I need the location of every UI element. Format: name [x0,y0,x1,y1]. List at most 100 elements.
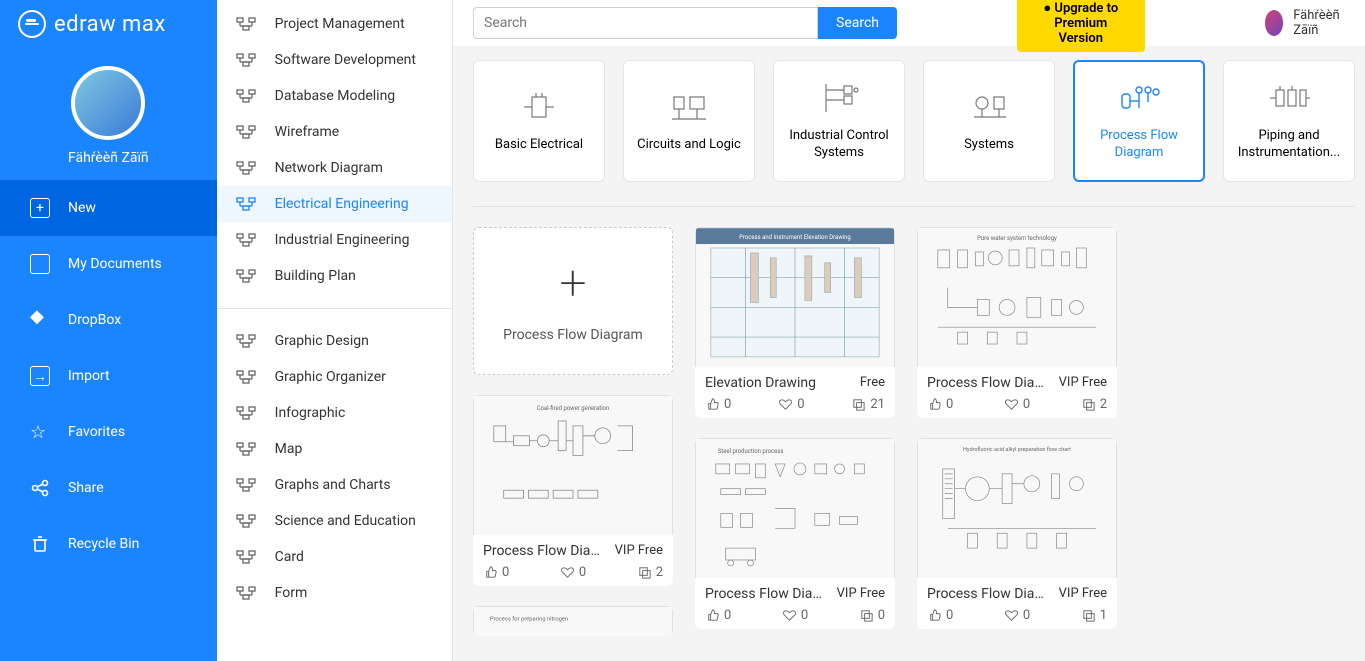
nav-dropbox[interactable]: DropBox [0,292,217,348]
subcategory-card[interactable]: Systems [923,60,1055,182]
category-label: Graphs and Charts [275,477,391,493]
subcategory-card[interactable]: Circuits and Logic [623,60,755,182]
category-item[interactable]: Graphic Organizer [217,359,452,395]
template-thumbnail: Hydrofluoric acid alkyl preparation flow… [917,438,1117,578]
like-stat[interactable]: 0 [705,397,731,412]
nav-my-documents[interactable]: My Documents [0,236,217,292]
copy-stat[interactable]: 2 [1081,397,1107,412]
subcategory-icon [814,80,864,116]
category-icon [235,404,257,422]
nav-import[interactable]: → Import [0,348,217,404]
template-card[interactable]: Process and Instrument Elevation Drawing… [695,227,895,418]
avatar[interactable] [71,66,145,140]
copy-stat[interactable]: 2 [637,565,663,580]
copy-stat[interactable]: 21 [851,397,885,412]
category-item[interactable]: Form [217,575,452,611]
template-thumbnail: Steel production process [695,438,895,578]
category-item[interactable]: Science and Education [217,503,452,539]
template-thumbnail: Coal-fired power generation [473,395,673,535]
category-item[interactable]: Electrical Engineering [217,186,452,222]
subcategory-card[interactable]: Industrial Control Systems [773,60,905,182]
category-item[interactable]: Software Development [217,42,452,78]
subcategory-icon [964,89,1014,125]
category-item[interactable]: Map [217,431,452,467]
template-title: Elevation Drawing [705,375,816,391]
template-card[interactable]: Process for preparing nitrogen [473,606,673,636]
category-item[interactable]: Wireframe [217,114,452,150]
subcategory-card[interactable]: Process Flow Diagram [1073,60,1205,182]
nav-label: Share [68,480,104,496]
template-meta: Process Flow Diag... VIP Free 0 0 2 [917,367,1117,418]
search-input[interactable] [473,7,818,39]
dropbox-icon [30,310,50,330]
topbar: Search ● Upgrade to Premium Version Fähŕ… [453,0,1365,46]
template-price: VIP Free [1059,586,1107,602]
nav-share[interactable]: Share [0,460,217,516]
nav-label: DropBox [68,312,121,328]
user-chip[interactable]: Fähŕèèñ Zāïñ [1265,8,1347,38]
search-button[interactable]: Search [818,7,897,39]
content-scroll[interactable]: Basic ElectricalCircuits and Logic Indust… [453,46,1365,661]
category-item[interactable]: Industrial Engineering [217,222,452,258]
category-label: Infographic [275,405,346,421]
category-label: Card [275,549,304,565]
category-item[interactable]: Card [217,539,452,575]
category-label: Network Diagram [275,160,383,176]
copy-stat[interactable]: 1 [1081,608,1107,623]
main-area: Search ● Upgrade to Premium Version Fähŕ… [453,0,1365,661]
category-item[interactable]: Project Management [217,6,452,42]
template-meta: Process Flow Diag... VIP Free 0 0 1 [917,578,1117,629]
like-stat[interactable]: 0 [927,397,953,412]
new-blank-template[interactable]: + Process Flow Diagram [473,227,673,375]
subcategory-icon [664,89,714,125]
category-divider [217,308,452,309]
heart-stat[interactable]: 0 [1004,608,1030,623]
nav-favorites[interactable]: ☆ Favorites [0,404,217,460]
category-icon [235,440,257,458]
nav-label: Recycle Bin [68,536,139,552]
subcategory-card[interactable]: Piping and Instrumentation... [1223,60,1355,182]
primary-sidebar: edraw max Fähŕèèñ Zāïñ + New My Document… [0,0,217,661]
profile-block: Fähŕèèñ Zāïñ [0,48,217,180]
share-icon [30,478,50,498]
star-icon: ☆ [30,422,50,442]
nav-new[interactable]: + New [0,180,217,236]
upgrade-button[interactable]: ● Upgrade to Premium Version [1017,0,1145,52]
category-item[interactable]: Network Diagram [217,150,452,186]
category-label: Map [275,441,303,457]
heart-stat[interactable]: 0 [1004,397,1030,412]
copy-stat[interactable]: 0 [859,608,885,623]
category-icon [235,87,257,105]
template-card[interactable]: Hydrofluoric acid alkyl preparation flow… [917,438,1117,629]
template-card[interactable]: Steel production process Process Flow Di… [695,438,895,629]
nav-recycle-bin[interactable]: Recycle Bin [0,516,217,572]
category-item[interactable]: Infographic [217,395,452,431]
category-icon [235,548,257,566]
category-item[interactable]: Database Modeling [217,78,452,114]
subcategory-card[interactable]: Basic Electrical [473,60,605,182]
category-icon [235,512,257,530]
like-stat[interactable]: 0 [927,608,953,623]
heart-stat[interactable]: 0 [560,565,586,580]
category-item[interactable]: Graphs and Charts [217,467,452,503]
category-item[interactable]: Building Plan [217,258,452,294]
heart-stat[interactable]: 0 [782,608,808,623]
like-stat[interactable]: 0 [483,565,509,580]
svg-text:Process for preparing nitrogen: Process for preparing nitrogen [490,616,568,623]
category-item[interactable]: Graphic Design [217,323,452,359]
template-title: Process Flow Diag... [927,586,1047,602]
subcategory-label: Industrial Control Systems [782,128,896,162]
category-icon [235,584,257,602]
like-stat[interactable]: 0 [705,608,731,623]
template-price: VIP Free [1059,375,1107,391]
heart-stat[interactable]: 0 [778,397,804,412]
template-card[interactable]: Pure water system technology Process Flo… [917,227,1117,418]
app-logo[interactable]: edraw max [0,0,217,48]
category-label: Graphic Design [275,333,369,349]
category-label: Science and Education [275,513,416,529]
template-meta: Process Flow Diag... VIP Free 0 0 2 [473,535,673,586]
template-title: Process Flow Diag... [483,543,603,559]
template-card[interactable]: Coal-fired power generation Process Flow… [473,395,673,586]
category-label: Project Management [275,16,405,32]
template-grid: + Process Flow Diagram Coal-fired power … [473,227,1355,636]
